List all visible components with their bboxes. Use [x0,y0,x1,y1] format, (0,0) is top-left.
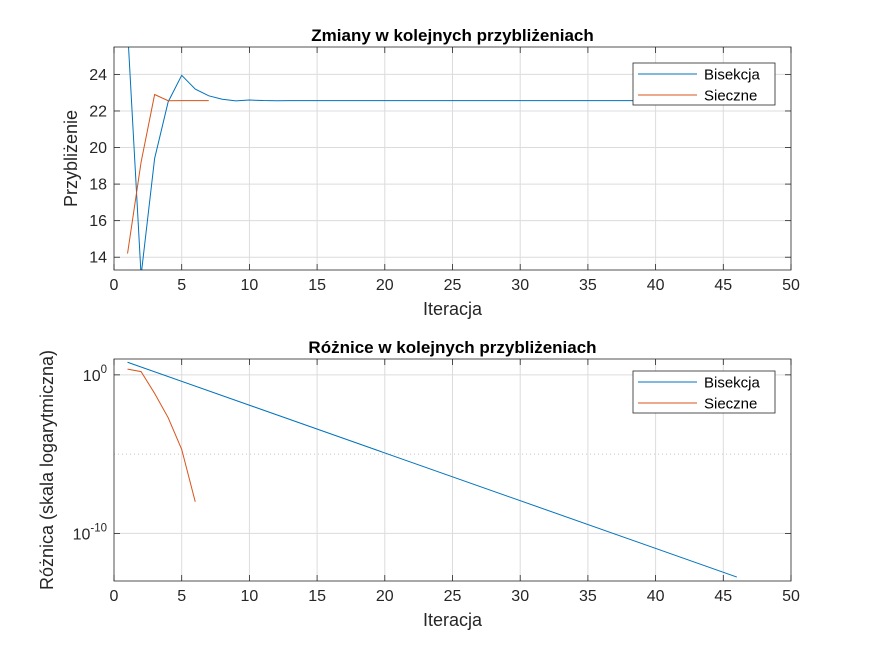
legend-label-bisekcja: Bisekcja [704,67,761,84]
x-tick-label: 50 [782,588,800,605]
x-axis-label: Iteracja [423,610,483,630]
x-tick-label: 45 [714,588,732,605]
x-tick-label: 25 [444,277,462,294]
x-tick-label: 20 [376,588,394,605]
x-tick-label: 5 [177,588,186,605]
x-tick-label: 30 [511,588,529,605]
x-tick-label: 15 [308,588,326,605]
series-line-sieczne [127,368,196,502]
y-tick-label: 22 [89,103,107,120]
y-tick-label-base: 10 [83,368,101,385]
chart-title: Różnice w kolejnych przybliżeniach [308,338,596,357]
legend-label-bisekcja: Bisekcja [704,375,761,392]
legend: Bisekcja Sieczne [632,62,776,106]
x-tick-label: 30 [511,277,529,294]
y-tick-label: 18 [89,177,107,194]
y-tick-label: 16 [89,213,107,230]
x-tick-label: 10 [241,277,259,294]
y-axis-label: Przybliżenie [61,110,81,207]
y-tick-label: 10-10 [73,522,107,543]
x-tick-label: 20 [376,277,394,294]
x-tick-label: 5 [177,277,186,294]
top-plot: 0 5 10 15 20 25 30 35 40 45 50 14 16 18 20 22 24 Zmiany w… [61,26,800,319]
legend-label-sieczne: Sieczne [704,88,757,105]
series-line-bisekcja [127,361,738,578]
legend: Bisekcja Sieczne [632,370,776,414]
chart-title: Zmiany w kolejnych przybliżeniach [311,26,593,45]
x-tick-label: 0 [110,588,119,605]
y-tick-label-exponent: -10 [90,522,107,534]
y-tick-label-base: 10 [73,526,91,543]
x-axis-label: Iteracja [423,299,483,319]
y-tick-label: 20 [89,140,107,157]
x-tick-label: 35 [579,588,597,605]
x-tick-label: 15 [308,277,326,294]
legend-box [632,370,776,414]
legend-box [632,62,776,106]
legend-label-sieczne: Sieczne [704,396,757,413]
x-tick-label: 10 [241,588,259,605]
y-tick-label: 100 [83,364,107,385]
x-tick-label: 25 [444,588,462,605]
series-line-sieczne [127,93,209,254]
x-tick-label: 50 [782,277,800,294]
y-tick-label-exponent: 0 [101,364,107,376]
x-tick-label: 45 [714,277,732,294]
y-axis-label: Różnica (skala logarytmiczna) [37,350,57,590]
x-tick-label: 40 [647,588,665,605]
y-tick-label: 14 [89,250,107,267]
x-tick-label: 35 [579,277,597,294]
x-tick-label: 0 [110,277,119,294]
y-tick-label: 24 [89,67,107,84]
x-tick-label: 40 [647,277,665,294]
